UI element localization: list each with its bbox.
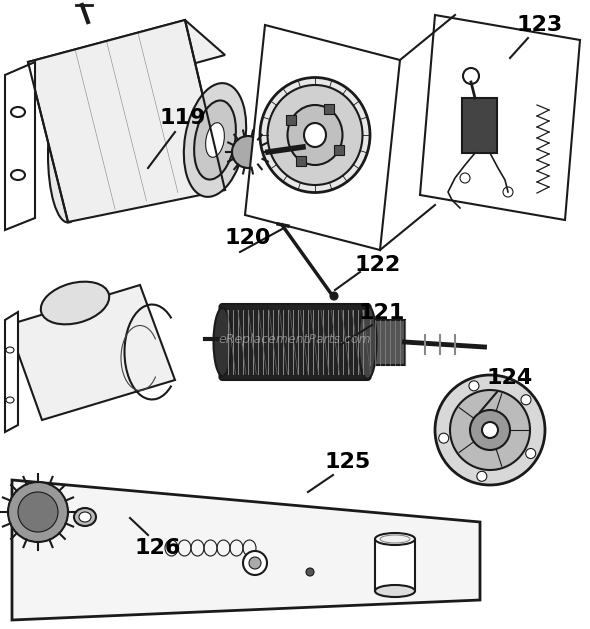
Circle shape (8, 482, 68, 542)
Ellipse shape (380, 535, 410, 543)
Ellipse shape (6, 397, 14, 403)
Ellipse shape (304, 123, 326, 147)
Bar (335, 145, 344, 155)
Ellipse shape (375, 585, 415, 597)
Text: 123: 123 (517, 15, 563, 35)
Bar (286, 115, 296, 125)
Circle shape (18, 492, 58, 532)
Circle shape (521, 395, 531, 405)
Circle shape (439, 433, 449, 443)
Ellipse shape (48, 87, 88, 223)
Circle shape (249, 557, 261, 569)
Circle shape (463, 68, 479, 84)
Ellipse shape (79, 512, 91, 522)
Bar (324, 104, 334, 114)
Ellipse shape (267, 85, 362, 185)
Circle shape (503, 187, 513, 197)
Text: eReplacementParts.com: eReplacementParts.com (219, 333, 371, 347)
Ellipse shape (260, 77, 370, 192)
Circle shape (470, 410, 510, 450)
Polygon shape (8, 285, 175, 420)
Ellipse shape (6, 347, 14, 353)
Ellipse shape (287, 105, 343, 165)
Circle shape (243, 551, 267, 575)
Circle shape (232, 136, 264, 168)
Circle shape (306, 568, 314, 576)
Text: 125: 125 (325, 452, 371, 472)
FancyBboxPatch shape (219, 304, 371, 380)
Text: 121: 121 (359, 303, 405, 323)
Ellipse shape (41, 282, 109, 325)
Ellipse shape (214, 308, 231, 376)
Text: 120: 120 (225, 228, 271, 248)
Polygon shape (28, 20, 225, 222)
Polygon shape (28, 20, 225, 98)
Polygon shape (12, 480, 480, 620)
Bar (296, 156, 306, 166)
Circle shape (450, 390, 530, 470)
Ellipse shape (206, 123, 224, 157)
Ellipse shape (299, 132, 317, 160)
Polygon shape (420, 15, 580, 220)
Circle shape (435, 375, 545, 485)
Text: 122: 122 (355, 255, 401, 275)
Bar (369, 320, 405, 364)
Polygon shape (5, 312, 18, 432)
Circle shape (477, 471, 487, 481)
Ellipse shape (74, 508, 96, 526)
Circle shape (526, 448, 536, 459)
Bar (462, 98, 497, 153)
Circle shape (469, 381, 479, 391)
Circle shape (482, 422, 498, 438)
Circle shape (330, 292, 338, 300)
Ellipse shape (194, 101, 236, 179)
Circle shape (460, 173, 470, 183)
Ellipse shape (11, 170, 25, 180)
Text: 124: 124 (487, 368, 533, 388)
Ellipse shape (375, 533, 415, 545)
Ellipse shape (11, 107, 25, 117)
Bar (375, 539, 415, 591)
Text: 119: 119 (160, 108, 206, 128)
Polygon shape (5, 62, 35, 230)
Text: 126: 126 (135, 538, 181, 558)
Ellipse shape (359, 305, 376, 379)
Ellipse shape (184, 83, 246, 197)
Polygon shape (245, 25, 400, 250)
